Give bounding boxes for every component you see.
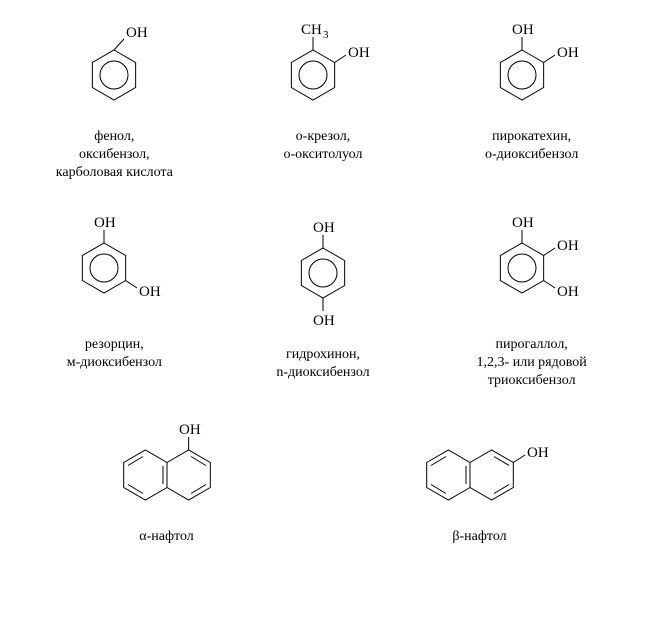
struct-phenol: OH xyxy=(64,20,164,120)
struct-hydroquinone: OH OH xyxy=(273,213,373,338)
mol-hydroquinone: OH OH гидрохинон, n-диоксибензол xyxy=(273,213,373,391)
mol-beta-naphthol: OH β-нафтол xyxy=(395,420,565,546)
oh2: OH xyxy=(557,45,579,61)
lbl: о-диоксибензол xyxy=(485,146,578,164)
labels-alpha-naphthol: α-нафтол xyxy=(139,528,194,546)
mol-resorcinol: OH OH резорцин, м-диоксибензол xyxy=(54,213,174,391)
lbl: карболовая кислота xyxy=(56,164,173,182)
naphthol-row: OH α-нафтол OH xyxy=(10,420,636,546)
lbl: пирогаллол, xyxy=(477,336,587,354)
lbl: о-окситолуол xyxy=(283,146,362,164)
struct-resorcinol: OH OH xyxy=(54,213,174,328)
labels-resorcinol: резорцин, м-диоксибензол xyxy=(67,336,162,372)
struct-ocresol: CH 3 OH xyxy=(263,20,383,120)
labels-ocresol: о-крезол, о-окситолуол xyxy=(283,128,362,164)
labels-phenol: фенол, оксибензол, карболовая кислота xyxy=(56,128,173,183)
labels-beta-naphthol: β-нафтол xyxy=(452,528,506,546)
lbl: n-диоксибензол xyxy=(276,364,369,382)
lbl: резорцин, xyxy=(67,336,162,354)
lbl: м-диоксибензол xyxy=(67,354,162,372)
ch3-label: CH xyxy=(301,22,322,38)
oh2: OH xyxy=(557,238,579,254)
labels-hydroquinone: гидрохинон, n-диоксибензол xyxy=(276,346,369,382)
oh1: OH xyxy=(512,22,534,38)
oh3: OH xyxy=(557,284,579,300)
struct-beta-naphthol: OH xyxy=(395,420,565,520)
oh1: OH xyxy=(94,215,116,231)
struct-pyrocatechol: OH OH xyxy=(472,20,592,120)
lbl: гидрохинон, xyxy=(276,346,369,364)
oh2: OH xyxy=(139,284,161,300)
oh: OH xyxy=(527,445,549,461)
mol-alpha-naphthol: OH α-нафтол xyxy=(87,420,247,546)
mol-pyrogallol: OH OH OH пирогаллол, 1,2,3- или рядовой … xyxy=(467,213,597,391)
benzene-grid: OH фенол, оксибензол, карболовая кислота… xyxy=(10,20,636,390)
oh2: OH xyxy=(313,313,335,329)
mol-ocresol: CH 3 OH о-крезол, о-окситолуол xyxy=(263,20,383,183)
lbl: β-нафтол xyxy=(452,528,506,546)
lbl: оксибензол, xyxy=(56,146,173,164)
oh: OH xyxy=(179,422,201,438)
lbl: триоксибензол xyxy=(477,372,587,390)
oh-label: OH xyxy=(126,25,148,41)
lbl: о-крезол, xyxy=(283,128,362,146)
labels-pyrocatechol: пирокатехин, о-диоксибензол xyxy=(485,128,578,164)
struct-pyrogallol: OH OH OH xyxy=(467,213,597,328)
oh1: OH xyxy=(313,220,335,236)
lbl: 1,2,3- или рядовой xyxy=(477,354,587,372)
labels-pyrogallol: пирогаллол, 1,2,3- или рядовой триоксибе… xyxy=(477,336,587,391)
oh-label: OH xyxy=(348,45,370,61)
lbl: пирокатехин, xyxy=(485,128,578,146)
oh1: OH xyxy=(512,215,534,231)
lbl: α-нафтол xyxy=(139,528,194,546)
mol-phenol: OH фенол, оксибензол, карболовая кислота xyxy=(56,20,173,183)
mol-pyrocatechol: OH OH пирокатехин, о-диоксибензол xyxy=(472,20,592,183)
struct-alpha-naphthol: OH xyxy=(87,420,247,520)
lbl: фенол, xyxy=(56,128,173,146)
ch3-sub: 3 xyxy=(323,29,329,41)
